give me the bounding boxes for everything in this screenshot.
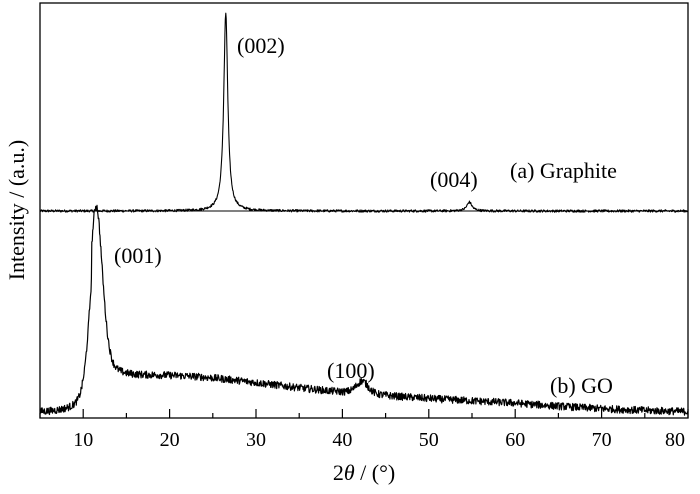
- x-tick-label-30: 30: [246, 429, 266, 451]
- x-tick-label-60: 60: [505, 429, 525, 451]
- x-tick-label-50: 50: [419, 429, 439, 451]
- x-tick-label-40: 40: [332, 429, 352, 451]
- annotation-004: (004): [430, 167, 478, 192]
- x-tick-label-70: 70: [592, 429, 612, 451]
- x-axis-tick-labels: 10 20 30 40 50 60 70 80: [73, 429, 685, 451]
- x-axis-label-suffix: / (°): [355, 460, 396, 485]
- x-axis-ticks: [39, 409, 689, 418]
- annotation-002: (002): [237, 33, 285, 58]
- annotation-001: (001): [114, 243, 162, 268]
- y-axis-label: Intensity / (a.u.): [4, 140, 29, 281]
- x-axis-label-prefix: 2: [333, 460, 344, 485]
- series-label-go: (b) GO: [550, 373, 613, 398]
- series-line-graphite: [39, 12, 689, 213]
- x-tick-label-10: 10: [73, 429, 93, 451]
- x-axis-label-symbol: θ: [344, 460, 355, 485]
- series-line-go: [39, 204, 689, 416]
- annotation-100: (100): [327, 358, 375, 383]
- x-tick-label-20: 20: [160, 429, 180, 451]
- x-tick-label-80: 80: [665, 429, 685, 451]
- series-label-graphite: (a) Graphite: [510, 158, 617, 183]
- x-axis-label: 2θ / (°): [333, 460, 395, 485]
